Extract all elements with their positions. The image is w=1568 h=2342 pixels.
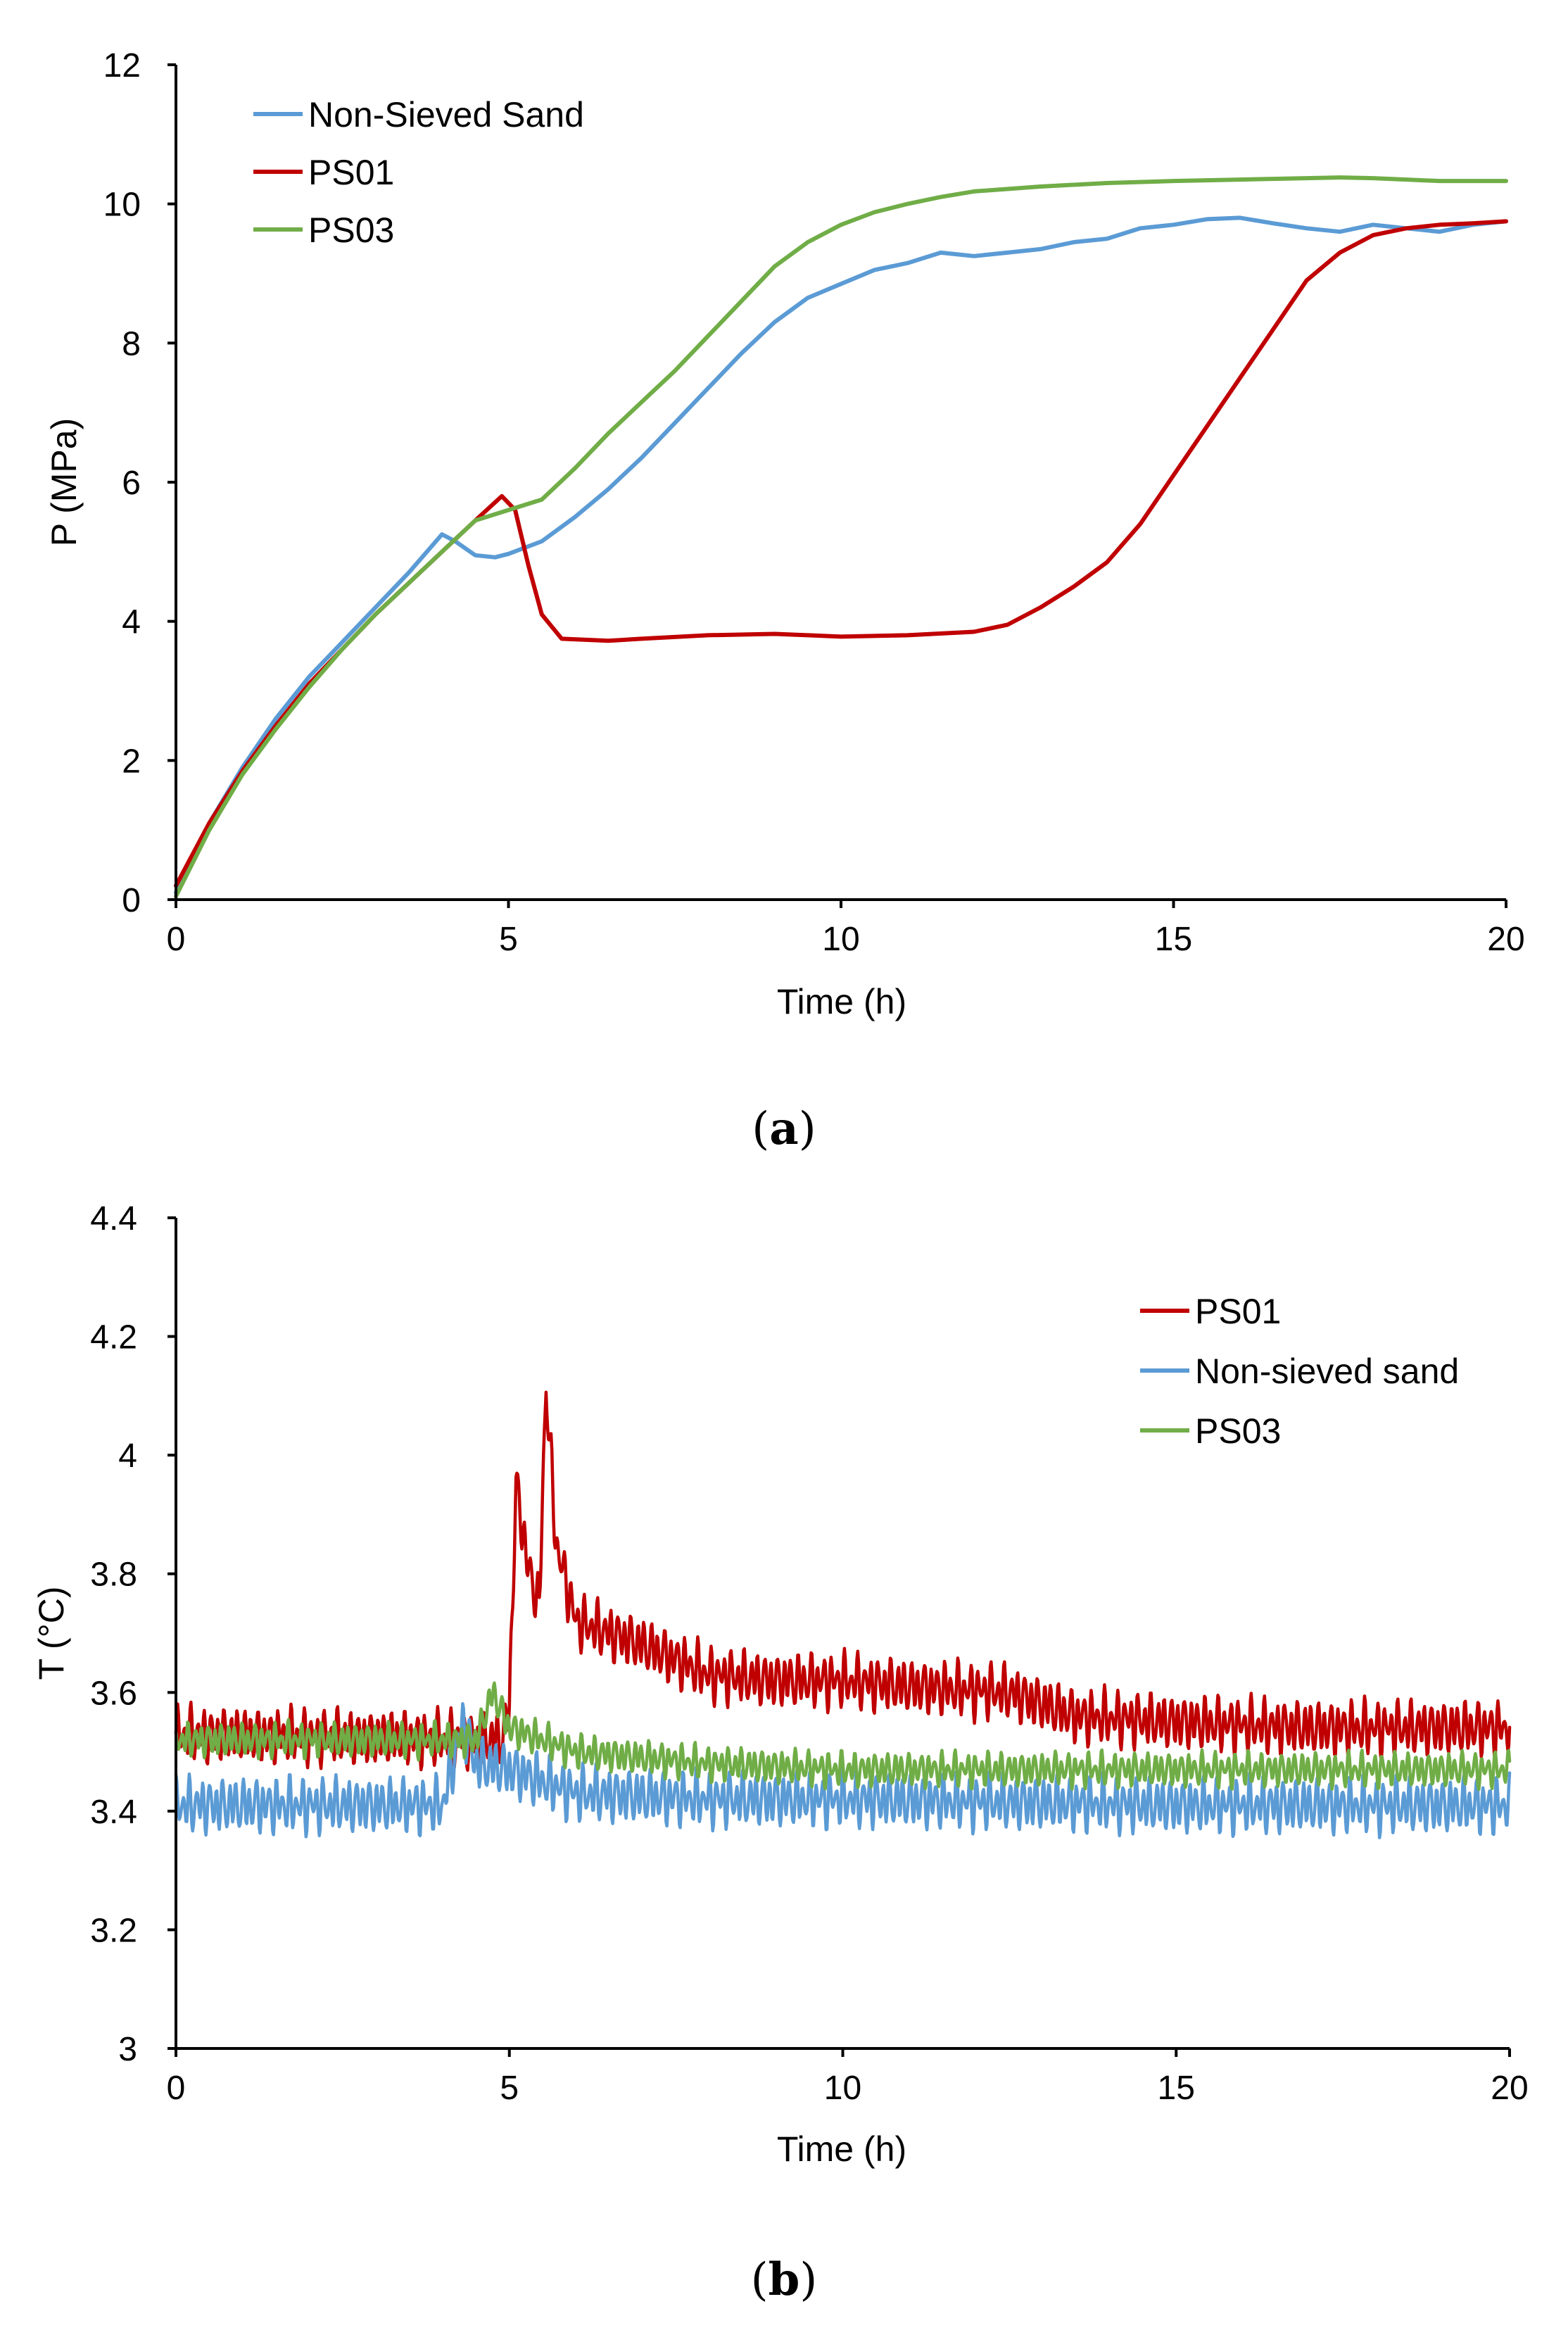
x-tick-label: 15 [1155, 921, 1192, 958]
x-tick-label: 10 [822, 921, 859, 958]
y-tick-label: 0 [122, 882, 141, 919]
x-tick-label: 0 [167, 2070, 186, 2107]
chart-a-y-ticks: 0 2 4 6 8 10 12 [103, 47, 176, 919]
y-tick-label: 3.2 [90, 1912, 137, 1949]
x-tick-label: 20 [1487, 921, 1524, 958]
chart-a-caption: (a) [752, 1102, 816, 1155]
series-line-ps03 [174, 1681, 1512, 1792]
chart-a: 0 2 4 6 8 10 12 0 5 10 15 20 Time (h) P (MPa) Non-… [44, 47, 1525, 1155]
x-tick-label: 10 [824, 2070, 861, 2107]
chart-b-caption: (b) [751, 2253, 818, 2306]
y-tick-label: 3.8 [90, 1556, 137, 1594]
chart-b: 3 3.2 3.4 3.6 3.8 4 4.2 4.4 0 5 10 15 20 Time (h) T… [32, 1200, 1529, 2306]
chart-a-caption-letter: a [769, 1102, 798, 1155]
y-tick-label: 3.4 [90, 1794, 137, 1831]
y-tick-label: 2 [122, 743, 141, 780]
legend-label: Non-sieved sand [1195, 1352, 1459, 1391]
chart-b-x-ticks: 0 5 10 15 20 [167, 2048, 1529, 2107]
x-tick-label: 20 [1491, 2070, 1528, 2107]
y-tick-label: 3 [118, 2031, 137, 2068]
y-tick-label: 10 [103, 187, 141, 224]
series-line-ps03 [174, 175, 1508, 899]
chart-a-legend: Non-Sieved Sand PS01 PS03 [253, 95, 584, 250]
legend-label: PS01 [1195, 1292, 1281, 1331]
y-tick-label: 6 [122, 465, 141, 502]
chart-b-y-ticks: 3 3.2 3.4 3.6 3.8 4 4.2 4.4 [90, 1200, 176, 2068]
y-tick-label: 4 [122, 604, 141, 641]
x-tick-label: 15 [1158, 2070, 1195, 2107]
legend-label: PS03 [1195, 1411, 1281, 1451]
series-line-non-sieved-sand [174, 215, 1508, 895]
chart-b-ylabel: T (°C) [32, 1587, 71, 1680]
legend-label: PS03 [308, 210, 394, 250]
chart-a-x-ticks: 0 5 10 15 20 [167, 900, 1525, 958]
chart-b-legend: PS01 Non-sieved sand PS03 [1140, 1292, 1459, 1451]
x-tick-label: 5 [500, 2070, 519, 2107]
y-tick-label: 4 [118, 1437, 137, 1475]
y-tick-label: 3.6 [90, 1675, 137, 1712]
legend-label: PS01 [308, 153, 394, 192]
chart-b-series-layer [174, 1390, 1512, 1839]
y-tick-label: 4.2 [90, 1319, 137, 1356]
chart-a-ylabel: P (MPa) [44, 418, 84, 546]
y-tick-label: 4.4 [90, 1200, 137, 1238]
x-tick-label: 5 [499, 921, 518, 958]
series-line-ps01 [174, 1390, 1512, 1773]
chart-b-caption-letter: b [769, 2253, 800, 2306]
chart-b-xlabel: Time (h) [777, 2129, 906, 2169]
chart-a-xlabel: Time (h) [777, 982, 906, 1021]
legend-label: Non-Sieved Sand [308, 95, 584, 134]
x-tick-label: 0 [167, 921, 186, 958]
chart-a-series-layer [174, 175, 1508, 899]
y-tick-label: 8 [122, 325, 141, 363]
y-tick-label: 12 [103, 47, 141, 84]
